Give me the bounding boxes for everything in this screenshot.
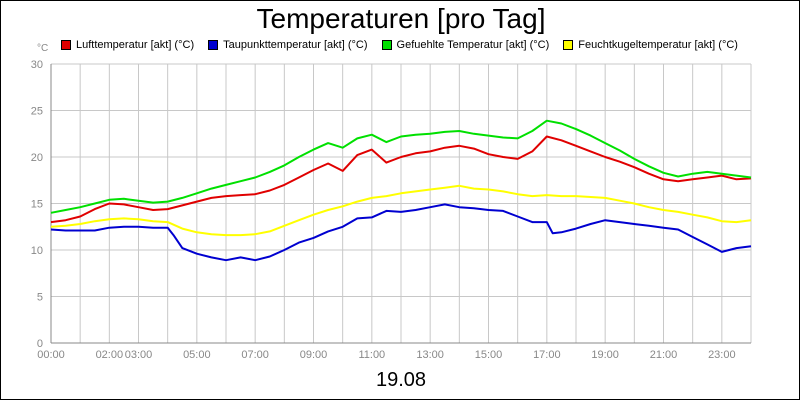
- y-tick-label: 20: [31, 152, 43, 164]
- y-tick-label: 0: [37, 338, 43, 350]
- legend-item-gefuehlte-temperatur: Gefuehlte Temperatur [akt] (°C): [381, 39, 550, 51]
- y-tick-label: 10: [31, 245, 43, 257]
- x-tick-label: 13:00: [416, 349, 444, 361]
- legend-swatch: [208, 40, 219, 50]
- series-line: [50, 119, 752, 214]
- legend-swatch: [563, 40, 574, 50]
- legend-label: Lufttemperatur [akt] (°C): [76, 39, 195, 51]
- legend-swatch: [381, 40, 392, 50]
- legend-swatch: [61, 40, 71, 50]
- x-tick-label: 07:00: [241, 349, 269, 361]
- x-tick-label: 21:00: [650, 349, 678, 361]
- x-tick-label: 05:00: [183, 349, 211, 361]
- y-tick-label: 5: [37, 292, 43, 304]
- series-line: [50, 135, 752, 224]
- x-tick-label: 02:00: [96, 349, 124, 361]
- chart-title: Temperaturen [pro Tag]: [256, 3, 546, 34]
- x-tick-label: 15:00: [475, 349, 503, 361]
- series-line: [50, 184, 752, 237]
- y-tick-label: 25: [31, 106, 43, 118]
- x-tick-label: 11:00: [358, 349, 385, 361]
- legend-item-lufttemperatur: Lufttemperatur [akt] (°C): [61, 39, 194, 51]
- x-tick-label: 17:00: [533, 349, 561, 361]
- y-tick-label: 30: [31, 59, 43, 71]
- x-tick-label: 03:00: [125, 349, 153, 361]
- legend-label: Gefuehlte Temperatur [akt] (°C): [396, 39, 550, 51]
- legend-label: Feuchtkugeltemperatur [akt] (°C): [578, 39, 738, 51]
- legend-item-feuchtkugeltemperatur: Feuchtkugeltemperatur [akt] (°C): [563, 39, 738, 51]
- x-tick-label: 00:00: [37, 349, 65, 361]
- legend-label: Taupunkttemperatur [akt] (°C): [223, 39, 368, 51]
- y-axis-unit: °C: [37, 43, 49, 54]
- series-line: [50, 203, 752, 262]
- legend-item-taupunkttemperatur: Taupunkttemperatur [akt] (°C): [208, 39, 368, 51]
- x-tick-label: 19:00: [591, 349, 619, 361]
- x-tick-label: 23:00: [708, 349, 736, 361]
- x-tick-label: 09:00: [300, 349, 328, 361]
- y-tick-label: 15: [31, 199, 43, 211]
- x-axis-date-label: 19.08: [375, 369, 427, 391]
- legend: Lufttemperatur [akt] (°C) Taupunkttemper…: [61, 39, 738, 51]
